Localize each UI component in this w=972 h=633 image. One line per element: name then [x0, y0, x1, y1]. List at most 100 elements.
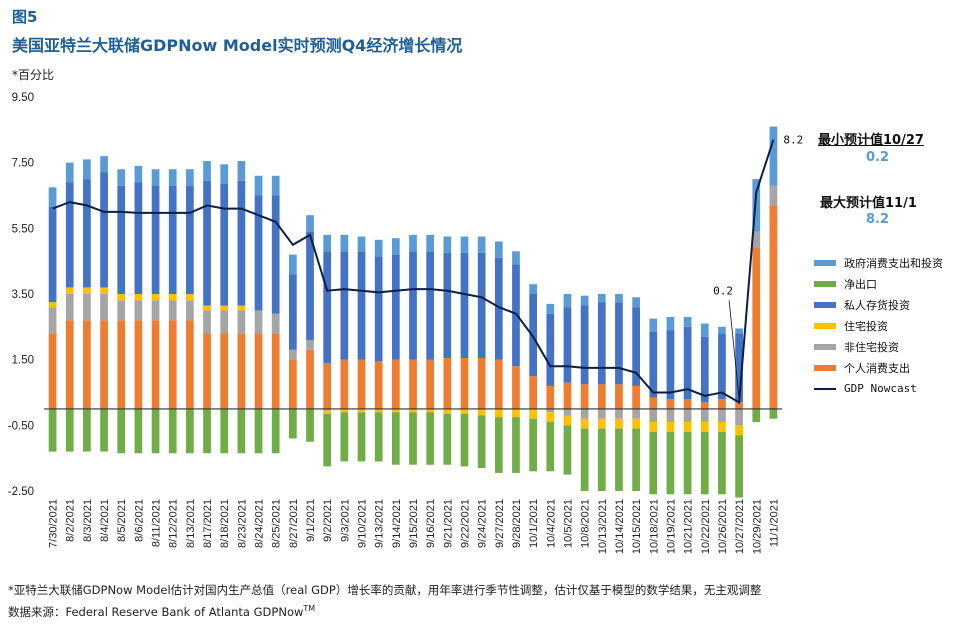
- x-tick-label: 10/5/2021: [562, 499, 574, 548]
- bar-segment-private_inv: [443, 252, 452, 359]
- bar-segment-nonres_inv: [83, 294, 91, 321]
- bar-segment-res_inv: [100, 287, 108, 294]
- bar-segment-pce: [254, 333, 263, 409]
- x-tick-label: 8/13/2021: [185, 499, 197, 548]
- bar-segment-gov: [288, 254, 297, 275]
- x-tick-label: 9/22/2021: [459, 499, 471, 548]
- bar-segment-gov: [580, 295, 589, 306]
- bar-segment-nonres_inv: [769, 185, 778, 206]
- bar-segment-res_inv: [65, 287, 74, 294]
- bar-segment-gov: [735, 328, 743, 334]
- bar-segment-private_inv: [426, 251, 435, 360]
- bar-segment-gov: [340, 234, 349, 252]
- source-text: 数据来源：Federal Reserve Bank of Atlanta GDP…: [8, 605, 304, 619]
- bar-segment-res_inv: [580, 418, 589, 429]
- bar-segment-gov: [391, 238, 400, 255]
- x-tick-label: 10/27/2021: [734, 499, 746, 554]
- bar-segment-pce: [374, 361, 383, 409]
- bar-segment-private_inv: [580, 305, 589, 385]
- bar-segment-nonres_inv: [186, 300, 194, 321]
- bar-segment-res_inv: [357, 408, 366, 413]
- bar-segment-gov: [426, 234, 435, 252]
- bar-segment-private_inv: [48, 206, 57, 303]
- bar-segment-pce: [649, 397, 658, 409]
- bar-segment-pce: [117, 320, 126, 409]
- bar-segment-gov: [477, 236, 486, 253]
- bar-segment-res_inv: [151, 294, 160, 301]
- legend-item-res_inv: 住宅投资: [814, 315, 943, 336]
- bar-segment-gov: [100, 156, 108, 173]
- max-point-label: 8.2: [783, 134, 803, 147]
- x-tick-label: 9/14/2021: [391, 499, 403, 548]
- bar-segment-gov: [494, 241, 503, 258]
- bar-segment-netexp: [546, 422, 555, 472]
- bar-segment-res_inv: [374, 408, 383, 413]
- min-estimate-label: 最小预计值10/27: [818, 133, 924, 148]
- bar-segment-nonres_inv: [254, 310, 263, 334]
- x-tick-label: 9/1/2021: [305, 499, 317, 542]
- bar-segment-pce: [529, 376, 538, 409]
- x-tick-label: 9/24/2021: [477, 499, 489, 548]
- bar-segment-pce: [426, 359, 435, 409]
- bar-segment-nonres_inv: [632, 408, 640, 419]
- bar-segment-gov: [65, 162, 74, 183]
- bar-segment-nonres_inv: [100, 294, 108, 321]
- bar-segment-netexp: [83, 408, 91, 452]
- bar-segment-res_inv: [597, 418, 606, 429]
- bar-segment-private_inv: [460, 252, 469, 359]
- bar-segment-netexp: [460, 413, 469, 467]
- legend-item-gov: 政府消费支出和投资: [814, 252, 943, 273]
- x-tick-label: 9/28/2021: [511, 499, 523, 548]
- bar-segment-netexp: [597, 428, 606, 491]
- bar-segment-res_inv: [220, 305, 229, 311]
- min-point-label: 0.2: [713, 284, 733, 297]
- x-tick-label: 10/21/2021: [683, 499, 695, 554]
- bar-segment-pce: [220, 333, 229, 409]
- bar-segment-pce: [615, 384, 623, 409]
- bar-segment-netexp: [288, 408, 297, 439]
- bar-segment-private_inv: [529, 294, 538, 377]
- bar-segment-netexp: [271, 408, 280, 454]
- bar-segment-res_inv: [683, 422, 692, 432]
- x-tick-label: 9/27/2021: [494, 499, 506, 548]
- x-tick-label: 8/6/2021: [133, 499, 145, 542]
- bar-segment-gov: [615, 294, 623, 303]
- bar-segment-netexp: [426, 412, 435, 465]
- bar-segment-pce: [237, 333, 246, 409]
- bar-segment-private_inv: [323, 251, 332, 363]
- x-tick-label: 8/5/2021: [116, 499, 128, 542]
- bar-segment-pce: [271, 333, 280, 409]
- bar-segment-pce: [168, 320, 177, 409]
- legend-label: 个人消费支出: [844, 361, 910, 375]
- bar-segment-gov: [752, 179, 761, 232]
- x-axis: 7/30/2021 8/2/2021 8/3/2021 8/4/2021 8/5/202…: [48, 499, 781, 554]
- legend-swatch: [814, 259, 836, 266]
- bar-segment-pce: [340, 359, 349, 409]
- bar-segment-gov: [597, 294, 606, 303]
- bar-segment-private_inv: [100, 172, 108, 288]
- x-tick-label: 8/24/2021: [254, 499, 266, 548]
- bar-segment-private_inv: [666, 330, 675, 400]
- x-tick-label: 10/8/2021: [580, 499, 592, 548]
- bar-segment-netexp: [340, 412, 349, 462]
- bar-segment-private_inv: [65, 182, 74, 288]
- bar-segment-nonres_inv: [563, 408, 572, 416]
- bar-segment-res_inv: [186, 294, 194, 301]
- bar-segment-gov: [666, 316, 675, 331]
- bar-segment-pce: [391, 359, 400, 409]
- bar-segment-nonres_inv: [580, 408, 589, 419]
- bar-segment-netexp: [374, 412, 383, 462]
- footnote: *亚特兰大联储GDPNow Model估计对国内生产总值（real GDP）增长…: [8, 583, 762, 597]
- bar-segment-pce: [546, 385, 555, 409]
- bar-segment-private_inv: [220, 184, 229, 306]
- bar-segment-pce: [409, 359, 417, 409]
- bar-segment-netexp: [357, 412, 366, 462]
- x-tick-label: 9/21/2021: [442, 499, 454, 548]
- bar-segment-private_inv: [203, 180, 211, 306]
- bar-segment-netexp: [615, 428, 623, 491]
- bar-segment-res_inv: [323, 410, 332, 414]
- bar-segment-res_inv: [563, 415, 572, 426]
- bar-segment-gov: [254, 175, 263, 196]
- bar-segment-res_inv: [666, 422, 675, 432]
- bar-segment-netexp: [65, 408, 74, 452]
